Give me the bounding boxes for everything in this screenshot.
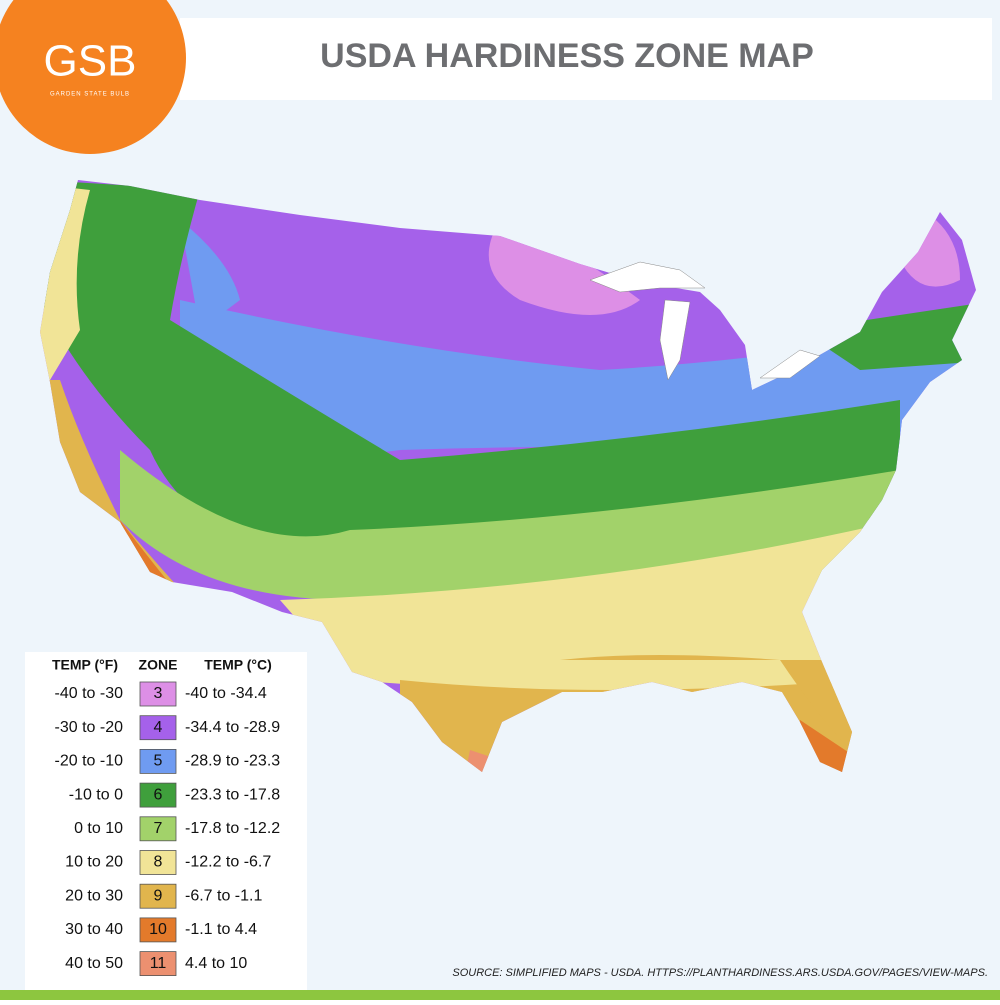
legend-header: ZONE xyxy=(139,657,178,673)
zone: 11 xyxy=(150,955,167,972)
temp-c: 4.4 to 10 xyxy=(185,955,247,972)
zone: 4 xyxy=(154,719,163,736)
zone-swatch xyxy=(139,850,177,875)
temp-f: -30 to -20 xyxy=(55,719,124,736)
temp-c: -12.2 to -6.7 xyxy=(185,854,271,871)
temp-f: 20 to 30 xyxy=(65,887,123,904)
zone: 5 xyxy=(154,753,163,770)
temp-c: -40 to -34.4 xyxy=(185,685,267,702)
zone: 6 xyxy=(154,786,163,803)
temp-c: -6.7 to -1.1 xyxy=(185,887,262,904)
zone-region xyxy=(180,220,240,330)
great-lakes xyxy=(589,261,821,381)
zone-swatch xyxy=(139,681,177,707)
zone-swatch xyxy=(139,749,177,774)
zone-swatch xyxy=(139,917,177,943)
title: USDA HARDINESS ZONE MAP xyxy=(320,37,814,75)
temp-f: -20 to -10 xyxy=(55,753,124,770)
zone-region xyxy=(280,520,900,700)
legend-header: TEMP (°F) xyxy=(52,657,118,673)
source: SOURCE: SIMPLIFIED MAPS - USDA. HTTPS://… xyxy=(452,967,988,979)
zone-swatch xyxy=(139,782,177,808)
temp-f: 0 to 10 xyxy=(74,820,123,837)
zone-region xyxy=(800,300,976,370)
legend-header: TEMP (°C) xyxy=(204,657,272,673)
temp-f: -10 to 0 xyxy=(69,786,123,803)
zone-swatch xyxy=(139,715,177,741)
temp-f: 40 to 50 xyxy=(65,955,123,972)
temp-c: -34.4 to -28.9 xyxy=(185,719,280,736)
logo-subtitle: GARDEN STATE BULB xyxy=(50,92,130,98)
zone: 9 xyxy=(154,887,163,904)
zone: 8 xyxy=(154,854,163,871)
zone-swatch xyxy=(139,883,177,909)
zone-swatch xyxy=(139,816,177,842)
temp-f: 10 to 20 xyxy=(65,854,123,871)
temp-c: -17.8 to -12.2 xyxy=(185,820,280,837)
temp-f: -40 to -30 xyxy=(55,685,124,702)
zone: 10 xyxy=(149,921,167,938)
zone-swatch xyxy=(139,951,177,976)
temp-c: -28.9 to -23.3 xyxy=(185,753,280,770)
temp-c: -1.1 to 4.4 xyxy=(185,921,257,938)
logo-circle xyxy=(0,0,186,154)
legend: TEMP (°F) ZONE TEMP (°C) -40 to -30 3 -40 to … xyxy=(52,657,280,976)
footer-bar xyxy=(0,990,1000,1000)
logo: GSB xyxy=(44,37,137,86)
temp-f: 30 to 40 xyxy=(65,921,123,938)
zone: 3 xyxy=(154,685,163,702)
title-band xyxy=(180,18,992,100)
zone-region xyxy=(40,180,900,544)
temp-c: -23.3 to -17.8 xyxy=(185,786,280,803)
zone: 7 xyxy=(154,820,163,837)
